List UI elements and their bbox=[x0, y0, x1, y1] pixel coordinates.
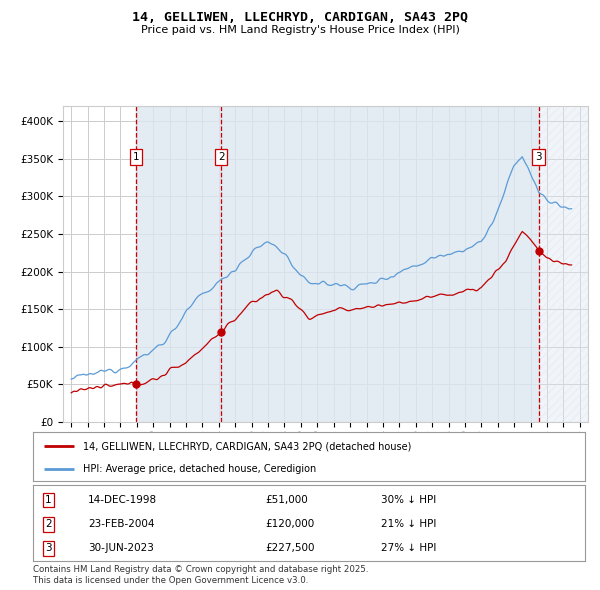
Text: 14-DEC-1998: 14-DEC-1998 bbox=[88, 495, 157, 505]
Text: 3: 3 bbox=[535, 152, 542, 162]
Text: Contains HM Land Registry data © Crown copyright and database right 2025.
This d: Contains HM Land Registry data © Crown c… bbox=[33, 565, 368, 585]
Text: 1: 1 bbox=[133, 152, 139, 162]
Text: HPI: Average price, detached house, Ceredigion: HPI: Average price, detached house, Cere… bbox=[83, 464, 316, 474]
Text: £51,000: £51,000 bbox=[265, 495, 308, 505]
Bar bbox=[539, 106, 588, 422]
Text: 3: 3 bbox=[45, 543, 52, 553]
Text: 30-JUN-2023: 30-JUN-2023 bbox=[88, 543, 154, 553]
Text: 14, GELLIWEN, LLECHRYD, CARDIGAN, SA43 2PQ (detached house): 14, GELLIWEN, LLECHRYD, CARDIGAN, SA43 2… bbox=[83, 441, 411, 451]
Text: 2: 2 bbox=[45, 519, 52, 529]
Text: 23-FEB-2004: 23-FEB-2004 bbox=[88, 519, 155, 529]
Text: 14, GELLIWEN, LLECHRYD, CARDIGAN, SA43 2PQ: 14, GELLIWEN, LLECHRYD, CARDIGAN, SA43 2… bbox=[132, 11, 468, 24]
Text: 27% ↓ HPI: 27% ↓ HPI bbox=[381, 543, 436, 553]
Text: Price paid vs. HM Land Registry's House Price Index (HPI): Price paid vs. HM Land Registry's House … bbox=[140, 25, 460, 35]
Text: 1: 1 bbox=[45, 495, 52, 505]
Text: £120,000: £120,000 bbox=[265, 519, 314, 529]
Text: 30% ↓ HPI: 30% ↓ HPI bbox=[381, 495, 436, 505]
Text: 21% ↓ HPI: 21% ↓ HPI bbox=[381, 519, 436, 529]
Bar bbox=[136, 106, 221, 422]
Text: £227,500: £227,500 bbox=[265, 543, 314, 553]
Text: 2: 2 bbox=[218, 152, 224, 162]
Bar bbox=[221, 106, 539, 422]
